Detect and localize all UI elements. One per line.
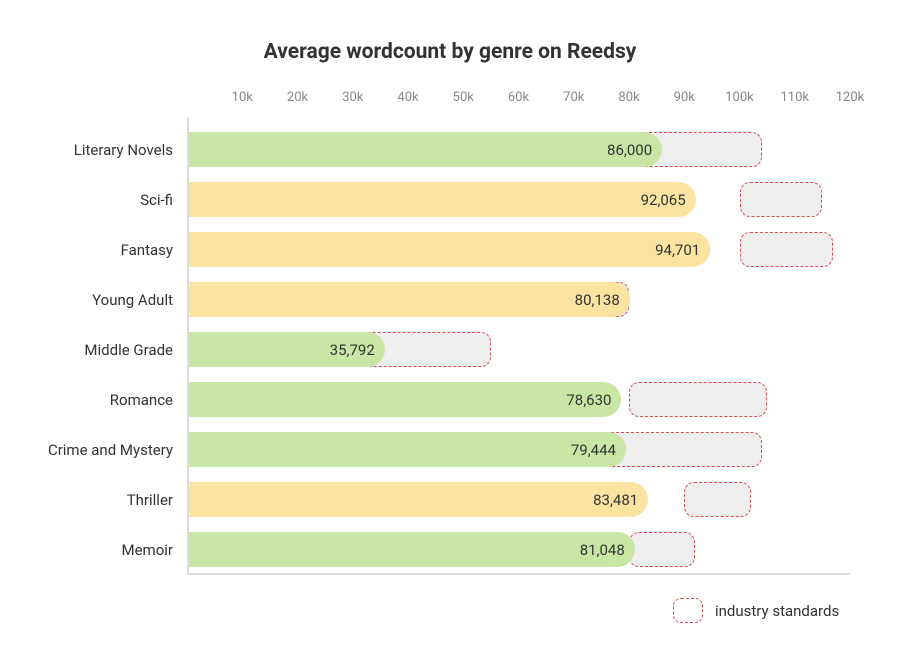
category-label: Crime and Mystery [48,441,187,459]
x-tick-label: 100k [725,90,754,105]
plot-border [187,117,850,575]
x-tick-label: 110k [780,90,809,105]
category-label: Thriller [127,491,187,509]
x-tick-label: 120k [836,90,865,105]
x-tick-label: 80k [618,90,639,105]
wordcount-bar-chart: Average wordcount by genre on Reedsy 10k… [0,0,900,660]
category-label: Sci-fi [140,191,187,209]
category-label: Memoir [122,541,188,559]
x-tick-label: 70k [563,90,584,105]
legend-label: industry standards [715,602,839,620]
category-label: Literary Novels [74,141,187,159]
x-tick-label: 50k [453,90,474,105]
category-label: Young Adult [92,291,187,309]
category-label: Fantasy [121,241,187,259]
x-tick-label: 30k [342,90,363,105]
legend-swatch-industry-standards [673,598,703,623]
legend: industry standards [673,598,839,623]
category-label: Romance [110,391,187,409]
x-tick-label: 10k [232,90,253,105]
chart-title: Average wordcount by genre on Reedsy [0,40,900,64]
x-tick-label: 60k [508,90,529,105]
x-tick-label: 90k [674,90,695,105]
x-tick-label: 20k [287,90,308,105]
x-tick-label: 40k [397,90,418,105]
category-label: Middle Grade [84,341,187,359]
